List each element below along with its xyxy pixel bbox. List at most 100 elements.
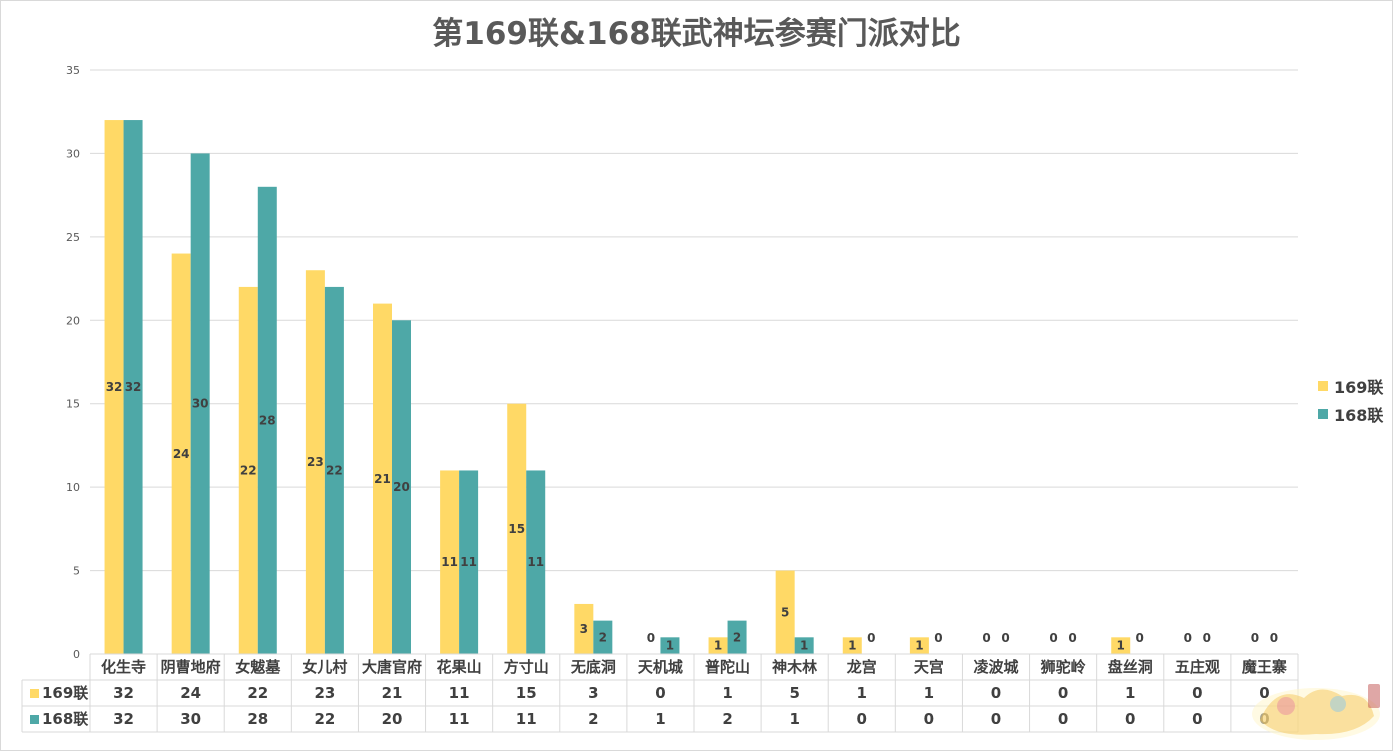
table-series-name: 168联 xyxy=(42,710,89,728)
bar xyxy=(324,286,344,654)
category-label: 阴曹地府 xyxy=(161,658,221,676)
table-cell-value: 0 xyxy=(1192,710,1202,728)
table-cell-value: 0 xyxy=(857,710,867,728)
category-label: 女儿村 xyxy=(302,658,347,676)
data-label: 0 xyxy=(647,631,655,645)
data-label: 0 xyxy=(1184,631,1192,645)
data-label: 0 xyxy=(1068,631,1076,645)
bar xyxy=(440,470,460,654)
y-tick-label: 25 xyxy=(66,231,80,244)
y-tick-label: 35 xyxy=(66,64,80,77)
bar xyxy=(190,153,210,654)
table-legend-key xyxy=(30,689,39,698)
data-label: 21 xyxy=(374,472,391,486)
data-label: 32 xyxy=(106,380,123,394)
table-cell-value: 32 xyxy=(113,710,134,728)
bar xyxy=(794,637,814,654)
data-label: 11 xyxy=(441,555,458,569)
data-label: 0 xyxy=(867,631,875,645)
data-label: 11 xyxy=(527,555,544,569)
legend-label-169: 169联 xyxy=(1334,378,1384,397)
category-label: 花果山 xyxy=(437,658,482,676)
data-label: 1 xyxy=(915,639,923,653)
chart-title: 第169联&168联武神坛参赛门派对比 xyxy=(432,16,961,52)
table-cell-value: 11 xyxy=(449,684,470,702)
data-label: 1 xyxy=(848,639,856,653)
table-cell-value: 28 xyxy=(247,710,268,728)
table-cell-value: 32 xyxy=(113,684,134,702)
table-cell-value: 30 xyxy=(180,710,201,728)
table-cell-value: 23 xyxy=(314,684,335,702)
bar xyxy=(775,570,795,654)
category-label: 化生寺 xyxy=(101,658,146,676)
table-cell-value: 0 xyxy=(1058,684,1068,702)
bar xyxy=(842,637,862,654)
table-cell-value: 1 xyxy=(857,684,867,702)
data-label: 5 xyxy=(781,605,789,619)
data-label: 22 xyxy=(326,463,343,477)
bar xyxy=(593,620,613,654)
category-label: 大唐官府 xyxy=(362,658,422,676)
data-label: 32 xyxy=(125,380,142,394)
legend-item-169: 169联 xyxy=(1318,372,1383,400)
bar xyxy=(526,470,546,654)
data-label: 0 xyxy=(1001,631,1009,645)
table-cell-value: 11 xyxy=(516,710,537,728)
table-cell-value: 0 xyxy=(991,684,1001,702)
bar xyxy=(392,320,411,654)
data-label: 0 xyxy=(982,631,990,645)
y-tick-label: 20 xyxy=(66,314,80,327)
data-label: 0 xyxy=(1251,631,1259,645)
legend: 169联 168联 xyxy=(1318,372,1383,428)
table-cell-value: 2 xyxy=(588,710,598,728)
table-cell-value: 15 xyxy=(516,684,537,702)
table-cell-value: 11 xyxy=(449,710,470,728)
data-label: 20 xyxy=(393,480,410,494)
table-cell-value: 24 xyxy=(180,684,201,702)
data-label: 1 xyxy=(800,639,808,653)
table-cell-value: 0 xyxy=(1058,710,1068,728)
bar xyxy=(574,603,594,654)
y-tick-label: 10 xyxy=(66,481,80,494)
category-label: 狮驼岭 xyxy=(1040,658,1086,676)
data-label: 1 xyxy=(666,639,674,653)
table-cell-value: 22 xyxy=(314,710,335,728)
table-cell-value: 2 xyxy=(722,710,732,728)
category-label: 方寸山 xyxy=(504,658,549,676)
data-label: 15 xyxy=(508,522,525,536)
y-tick-label: 0 xyxy=(73,648,80,661)
table-cell-value: 1 xyxy=(722,684,732,702)
table-legend-key xyxy=(30,715,39,724)
data-label: 1 xyxy=(1117,639,1125,653)
table-cell-value: 1 xyxy=(789,710,799,728)
data-label: 0 xyxy=(1136,631,1144,645)
table-cell-value: 3 xyxy=(588,684,598,702)
bar xyxy=(373,303,392,654)
bar xyxy=(238,286,258,654)
data-label: 0 xyxy=(1270,631,1278,645)
bar xyxy=(257,186,277,655)
table-cell-value: 0 xyxy=(655,684,665,702)
legend-item-168: 168联 xyxy=(1318,400,1383,428)
category-label: 龙宫 xyxy=(846,658,877,676)
bar xyxy=(1111,637,1131,654)
legend-swatch-168 xyxy=(1318,409,1328,419)
bar xyxy=(459,470,479,654)
table-cell-value: 20 xyxy=(382,710,403,728)
data-label: 0 xyxy=(1049,631,1057,645)
category-label: 天宫 xyxy=(914,658,944,676)
category-label: 神木林 xyxy=(772,658,818,676)
category-label: 普陀山 xyxy=(705,658,750,676)
y-tick-label: 15 xyxy=(66,398,80,411)
bar xyxy=(909,637,929,654)
table-cell-value: 0 xyxy=(924,710,934,728)
data-label: 22 xyxy=(240,463,257,477)
data-label: 30 xyxy=(192,397,209,411)
data-label: 23 xyxy=(307,455,324,469)
legend-label-168: 168联 xyxy=(1334,406,1384,425)
bar xyxy=(708,637,728,654)
table-cell-value: 1 xyxy=(1125,684,1135,702)
table-cell-value: 0 xyxy=(1192,684,1202,702)
